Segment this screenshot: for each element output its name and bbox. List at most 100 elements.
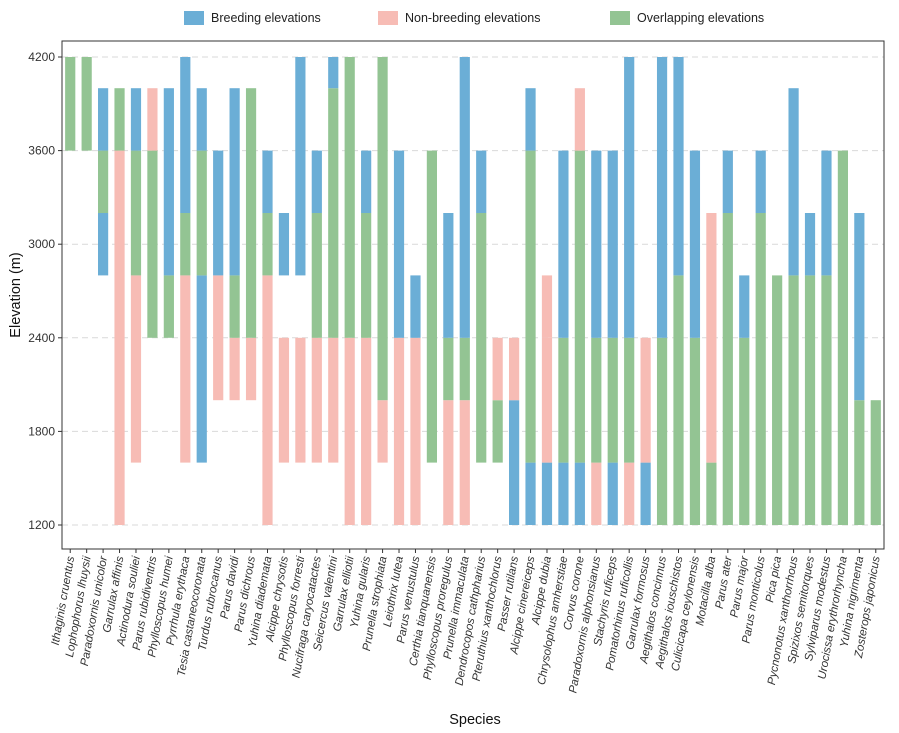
bar-segment-overlap <box>673 275 684 525</box>
bar-segment-breeding <box>130 88 142 151</box>
bar-segment-nonbreeding <box>640 337 651 463</box>
species-bar <box>689 150 701 525</box>
legend-swatch <box>610 11 630 25</box>
legend: Breeding elevations Non-breeding elevatio… <box>184 11 764 25</box>
species-bar <box>541 275 553 525</box>
species-bar <box>311 150 322 463</box>
species-bar <box>870 400 881 525</box>
species-bar <box>706 213 717 525</box>
species-bar <box>328 57 339 463</box>
bar-segment-overlap <box>607 337 618 463</box>
bar-segment-breeding <box>525 462 536 525</box>
species-bar <box>229 88 240 401</box>
legend-item-overlap: Overlapping elevations <box>610 11 764 25</box>
species-bar <box>245 88 257 401</box>
bar-segment-overlap <box>689 337 701 525</box>
bar-segment-breeding <box>196 275 207 463</box>
species-bar <box>492 337 503 463</box>
y-tick-label: 2400 <box>28 331 55 345</box>
bar-segment-nonbreeding <box>591 462 602 525</box>
y-tick-label: 4200 <box>28 50 55 64</box>
bar-segment-breeding <box>624 57 635 338</box>
bar-segment-overlap <box>245 88 257 338</box>
bar-segment-breeding <box>574 462 585 525</box>
species-bar <box>393 150 405 525</box>
bar-segment-nonbreeding <box>114 150 125 525</box>
y-axis-title: Elevation (m) <box>8 252 24 337</box>
bar-segment-overlap <box>492 400 503 463</box>
bar-segment-breeding <box>196 88 207 151</box>
species-bar <box>278 213 290 463</box>
species-bar <box>196 88 207 463</box>
species-bar <box>607 150 618 525</box>
species-bar <box>788 88 799 525</box>
bar-segment-nonbreeding <box>541 275 553 338</box>
bar-segment-breeding <box>591 150 602 338</box>
bar-segment-breeding <box>180 57 191 213</box>
species-bar <box>558 150 569 525</box>
bar-segment-overlap <box>656 337 668 525</box>
bar-segment-overlap <box>837 150 848 525</box>
bar-segment-overlap <box>262 213 273 276</box>
bar-segment-nonbreeding <box>361 337 372 525</box>
bar-segment-overlap <box>574 150 585 463</box>
bar-segment-breeding <box>607 150 618 338</box>
bar-segment-overlap <box>98 150 109 213</box>
bar-segment-nonbreeding <box>130 275 142 463</box>
species-bar <box>180 57 191 463</box>
bar-segment-overlap <box>739 337 750 525</box>
bar-segment-overlap <box>459 337 470 401</box>
bar-segment-nonbreeding <box>706 213 717 463</box>
species-bar <box>722 150 733 525</box>
bar-segment-overlap <box>311 213 322 338</box>
bar-segment-overlap <box>163 275 174 338</box>
bar-segment-breeding <box>98 213 109 276</box>
species-bar <box>591 150 602 525</box>
bar-segment-overlap <box>377 57 388 401</box>
y-tick-label: 3600 <box>28 144 55 158</box>
bar-segment-nonbreeding <box>278 337 290 463</box>
bar-segment-breeding <box>410 275 421 338</box>
bar-segment-nonbreeding <box>377 400 388 463</box>
legend-item-nonbreeding: Non-breeding elevations <box>378 11 541 25</box>
bar-segment-nonbreeding <box>624 462 635 525</box>
species-bar <box>656 57 668 525</box>
bar-segment-overlap <box>722 213 733 525</box>
bar-segment-breeding <box>788 88 799 276</box>
bar-segment-breeding <box>311 150 322 213</box>
bar-segment-overlap <box>328 88 339 338</box>
y-tick-label: 1200 <box>28 518 55 532</box>
bar-segment-nonbreeding <box>459 400 470 525</box>
bar-segment-overlap <box>558 337 569 463</box>
legend-item-breeding: Breeding elevations <box>184 11 321 25</box>
legend-swatch <box>184 11 204 25</box>
legend-label: Overlapping elevations <box>637 11 764 25</box>
species-bar <box>361 150 372 525</box>
bar-segment-nonbreeding <box>328 337 339 463</box>
legend-label: Non-breeding elevations <box>405 11 541 25</box>
bar-segment-overlap <box>706 462 717 525</box>
bar-segment-breeding <box>821 150 832 276</box>
species-bar <box>755 150 766 525</box>
bar-segment-nonbreeding <box>180 275 191 463</box>
bar-segment-breeding <box>509 400 520 525</box>
species-bar <box>476 150 487 463</box>
bar-segment-overlap <box>114 88 125 151</box>
species-bar <box>295 57 306 463</box>
bar-segment-nonbreeding <box>344 337 355 525</box>
species-bar <box>640 337 651 525</box>
species-bar <box>854 213 865 525</box>
species-bar <box>574 88 585 525</box>
bar-segment-breeding <box>558 150 569 338</box>
bar-segment-nonbreeding <box>245 337 257 401</box>
bar-segment-nonbreeding <box>509 337 520 401</box>
species-bar <box>65 57 76 151</box>
bar-segment-breeding <box>541 462 553 525</box>
bar-segment-overlap <box>344 57 355 338</box>
species-bar <box>837 150 848 525</box>
species-bar <box>114 88 125 525</box>
bar-segment-nonbreeding <box>295 337 306 463</box>
bar-segment-overlap <box>525 150 536 463</box>
